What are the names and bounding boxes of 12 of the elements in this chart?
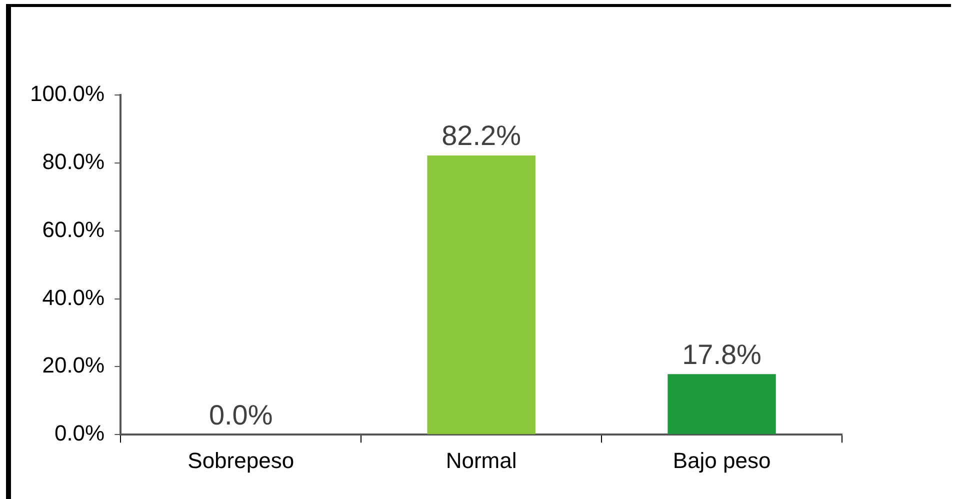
x-tick-label: Sobrepeso [188, 448, 294, 473]
x-tick-label: Bajo peso [672, 448, 771, 473]
y-tick-label: 20.0% [42, 352, 105, 378]
y-tick-label: 60.0% [42, 216, 105, 242]
y-tick-label: 80.0% [42, 148, 105, 174]
x-tick-label: Normal [446, 448, 517, 473]
y-tick-label: 100.0% [30, 81, 105, 106]
y-tick-label: 0.0% [54, 420, 105, 446]
y-tick-label: 40.0% [42, 284, 105, 310]
data-label: 17.8% [682, 338, 762, 370]
data-label: 0.0% [208, 399, 273, 430]
data-label: 82.2% [442, 120, 522, 152]
